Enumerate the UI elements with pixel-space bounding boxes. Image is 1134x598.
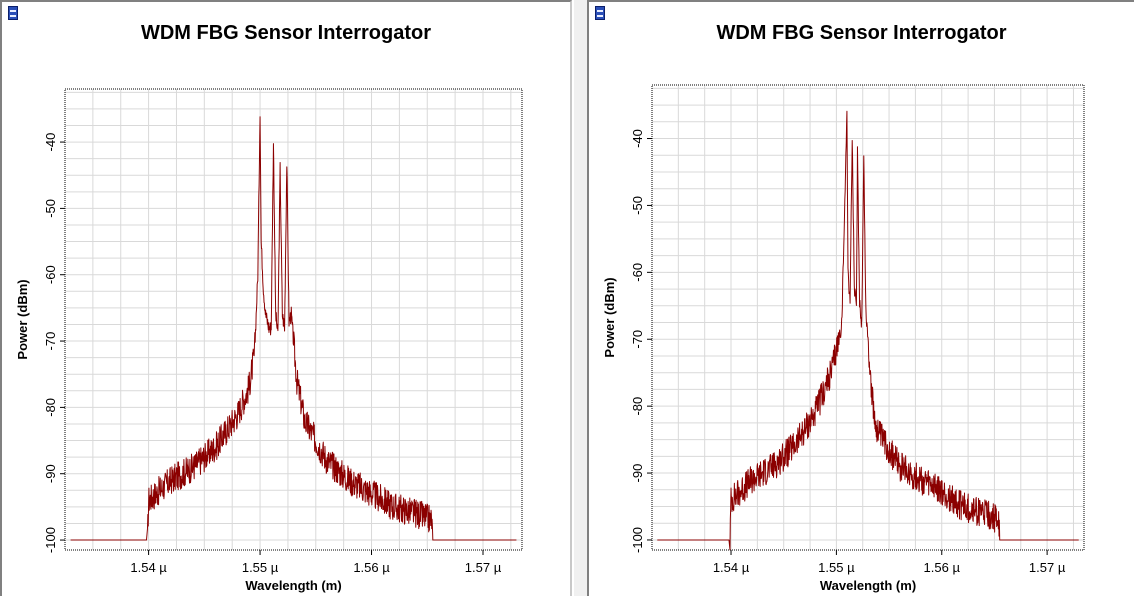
chart-panel-right: WDM FBG Sensor Interrogator 1.54 µ 1.55 µ… — [587, 0, 1134, 596]
x-axis-label: Wavelength (m) — [245, 578, 341, 593]
y-tick-label: -50 — [630, 196, 645, 215]
grid — [652, 85, 1084, 550]
plot-frame — [651, 84, 1085, 551]
series-line — [70, 116, 517, 541]
y-tick-label: -100 — [630, 527, 645, 553]
y-tick-label: -40 — [43, 133, 58, 152]
chart-title: WDM FBG Sensor Interrogator — [140, 22, 431, 44]
panel-divider — [574, 0, 587, 596]
y-tick-label: -40 — [630, 129, 645, 148]
x-tick-label: 1.57 µ — [1029, 560, 1066, 575]
x-tick-label: 1.56 µ — [353, 560, 390, 575]
y-tick-label: -50 — [43, 199, 58, 218]
y-tick-label: -90 — [43, 464, 58, 483]
series-line — [657, 110, 1079, 551]
chart-title: WDM FBG Sensor Interrogator — [716, 22, 1007, 44]
spectrum-chart-right: 1.54 µ 1.55 µ 1.56 µ 1.57 µ -100 -90 -80 -70 -60… — [602, 84, 1085, 593]
y-tick-label: -60 — [43, 265, 58, 284]
y-tick-label: -70 — [43, 332, 58, 351]
x-tick-label: 1.56 µ — [924, 560, 961, 575]
x-tick-label: 1.54 µ — [713, 560, 750, 575]
chart-panel-left: WDM FBG Sensor Interrogator 1.54 µ 1.55 µ… — [0, 0, 572, 596]
spectrum-chart-left: 1.54 µ 1.55 µ 1.56 µ 1.57 µ -100 -90 -80 -70 -60… — [15, 88, 523, 593]
y-axis-label: Power (dBm) — [15, 279, 30, 359]
x-tick-label: 1.54 µ — [130, 560, 167, 575]
chart-window-icon[interactable] — [8, 6, 18, 20]
x-tick-label: 1.57 µ — [465, 560, 502, 575]
y-tick-label: -80 — [43, 398, 58, 417]
y-tick-label: -100 — [43, 527, 58, 553]
y-axis-label: Power (dBm) — [602, 277, 617, 357]
x-tick-label: 1.55 µ — [242, 560, 279, 575]
x-tick-label: 1.55 µ — [818, 560, 855, 575]
y-tick-label: -90 — [630, 464, 645, 483]
chart-window-icon[interactable] — [595, 6, 605, 20]
y-tick-label: -70 — [630, 330, 645, 349]
plot-frame — [64, 88, 523, 551]
y-tick-label: -60 — [630, 263, 645, 282]
x-axis-label: Wavelength (m) — [820, 578, 916, 593]
grid — [65, 89, 522, 550]
y-tick-label: -80 — [630, 397, 645, 416]
